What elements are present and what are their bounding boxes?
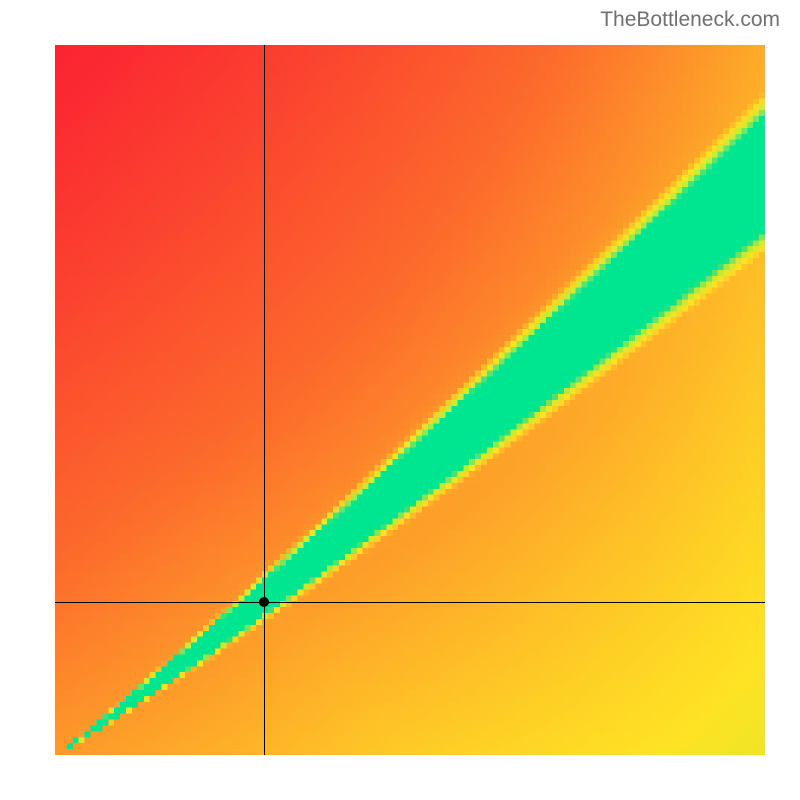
heatmap-canvas xyxy=(55,45,765,755)
crosshair-marker xyxy=(259,597,269,607)
crosshair-horizontal xyxy=(55,602,765,603)
crosshair-vertical xyxy=(264,45,265,755)
bottleneck-heatmap xyxy=(55,45,765,755)
attribution-text: TheBottleneck.com xyxy=(600,8,780,32)
